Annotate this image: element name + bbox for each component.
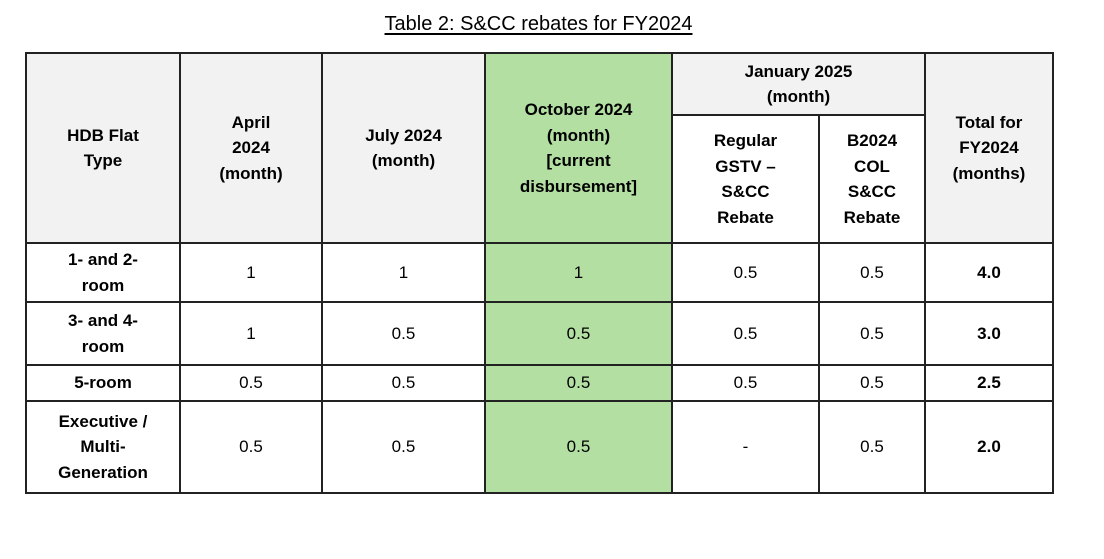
april-value-cell: 0.5 (179, 400, 323, 494)
jan-regular-value-cell: 0.5 (671, 242, 820, 303)
july-value-cell: 0.5 (321, 364, 486, 402)
flat-type-cell: 3- and 4- room (25, 301, 181, 366)
header-row-top: HDB Flat Type April 2024 (month) July 20… (25, 52, 1054, 244)
table-row-3-4-room: 3- and 4- room 1 0.5 0.5 0.5 0.5 3.0 (25, 301, 1054, 366)
total-value-cell: 2.0 (924, 400, 1054, 494)
total-value-cell: 2.5 (924, 364, 1054, 402)
jan-regular-value-cell: - (671, 400, 820, 494)
april-value-cell: 0.5 (179, 364, 323, 402)
october-value-cell: 0.5 (484, 364, 673, 402)
april-value-cell: 1 (179, 242, 323, 303)
document-page: Table 2: S&CC rebates for FY2024 HDB Fla… (0, 13, 1104, 559)
header-january-2025-group: January 2025 (month) (671, 52, 926, 116)
flat-type-cell: 5-room (25, 364, 181, 402)
october-value-cell: 0.5 (484, 301, 673, 366)
flat-type-cell: 1- and 2- room (25, 242, 181, 303)
header-flat-type: HDB Flat Type (25, 52, 181, 244)
header-april-2024: April 2024 (month) (179, 52, 323, 244)
header-october-2024-current-disbursement: October 2024 (month) [current disburseme… (484, 52, 673, 244)
april-value-cell: 1 (179, 301, 323, 366)
table-title: Table 2: S&CC rebates for FY2024 (384, 13, 693, 35)
jan-regular-value-cell: 0.5 (671, 301, 820, 366)
jan-regular-value-cell: 0.5 (671, 364, 820, 402)
table-row-1-2-room: 1- and 2- room 1 1 1 0.5 0.5 4.0 (25, 242, 1054, 303)
header-row-sub: Regular GSTV – S&CC Rebate B2024 COL S&C… (26, 114, 1053, 244)
october-value-cell: 1 (484, 242, 673, 303)
jan-b2024-value-cell: 0.5 (818, 400, 926, 494)
header-b2024-col-scc-rebate: B2024 COL S&CC Rebate (818, 114, 926, 244)
jan-b2024-value-cell: 0.5 (818, 242, 926, 303)
jan-b2024-value-cell: 0.5 (818, 301, 926, 366)
flat-type-cell: Executive / Multi- Generation (25, 400, 181, 494)
table-row-executive-multi-generation: Executive / Multi- Generation 0.5 0.5 0.… (25, 400, 1054, 494)
header-regular-gstv-scc-rebate: Regular GSTV – S&CC Rebate (671, 114, 820, 244)
table-row-5-room: 5-room 0.5 0.5 0.5 0.5 0.5 2.5 (25, 364, 1054, 402)
jan-b2024-value-cell: 0.5 (818, 364, 926, 402)
july-value-cell: 0.5 (321, 400, 486, 494)
header-july-2024: July 2024 (month) (321, 52, 486, 244)
july-value-cell: 1 (321, 242, 486, 303)
october-value-cell: 0.5 (484, 400, 673, 494)
july-value-cell: 0.5 (321, 301, 486, 366)
total-value-cell: 4.0 (924, 242, 1054, 303)
scc-rebates-table: HDB Flat Type April 2024 (month) July 20… (25, 52, 1054, 494)
total-value-cell: 3.0 (924, 301, 1054, 366)
header-total-fy2024: Total for FY2024 (months) (924, 52, 1054, 244)
